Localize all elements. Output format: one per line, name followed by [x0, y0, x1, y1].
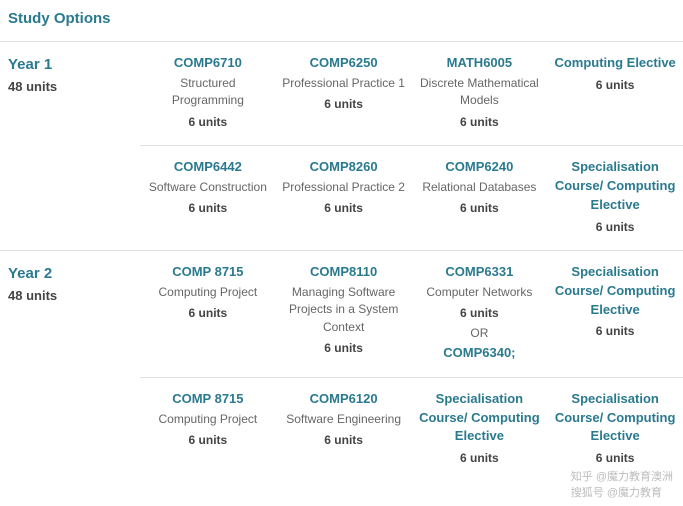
course-or: OR — [418, 325, 542, 342]
course-units: 6 units — [418, 114, 542, 131]
course-code[interactable]: Specialisation Course/ Computing Electiv… — [553, 158, 677, 215]
course-code[interactable]: COMP 8715 — [146, 263, 270, 282]
course-units: 6 units — [146, 432, 270, 449]
course-code[interactable]: COMP6710 — [146, 54, 270, 73]
semester-row: COMP6442Software Construction6 unitsCOMP… — [140, 145, 683, 250]
course-units: 6 units — [418, 200, 542, 217]
course-name: Software Engineering — [282, 411, 406, 428]
course-code[interactable]: Specialisation Course/ Computing Electiv… — [418, 390, 542, 447]
course-code[interactable]: COMP8260 — [282, 158, 406, 177]
year-label: Year 1 48 units — [0, 41, 140, 250]
year-block: Year 1 48 units COMP6710 Structured Program… — [0, 41, 683, 250]
course-code[interactable]: Computing Elective — [553, 54, 677, 73]
course-code[interactable]: COMP6442 — [146, 158, 270, 177]
course-cell: Specialisation Course/ Computing Electiv… — [412, 378, 548, 482]
course-name: Professional Practice 2 — [282, 179, 406, 196]
course-name: Software Construction — [146, 179, 270, 196]
semester-row: COMP 8715Computing Project6 unitsCOMP811… — [140, 250, 683, 377]
course-units: 6 units — [146, 305, 270, 322]
year-block: Year 2 48 units COMP 8715 Computing Project… — [0, 250, 683, 482]
course-cell: COMP6710 Structured Programming 6 units — [140, 42, 276, 145]
course-units: 6 units — [282, 340, 406, 357]
course-cell: COMP6240 Relational Databases 6 units — [412, 146, 548, 250]
course-cell: Specialisation Course/ Computing Electiv… — [547, 251, 683, 377]
course-code[interactable]: COMP6240 — [418, 158, 542, 177]
year-units: 48 units — [8, 79, 132, 94]
course-units: 6 units — [418, 450, 542, 467]
course-units: 6 units — [282, 96, 406, 113]
course-name: Relational Databases — [418, 179, 542, 196]
course-code[interactable]: Specialisation Course/ Computing Electiv… — [553, 263, 677, 320]
course-name: Discrete Mathematical Models — [418, 75, 542, 110]
course-name: Computing Project — [146, 284, 270, 301]
course-code[interactable]: COMP8110 — [282, 263, 406, 282]
course-units: 6 units — [146, 200, 270, 217]
semester-row: COMP6710Structured Programming6 unitsCOM… — [140, 41, 683, 145]
course-cell: Specialisation Course/ Computing Electiv… — [547, 378, 683, 482]
course-cell: Computing Elective 6 units — [547, 42, 683, 145]
course-units: 6 units — [146, 114, 270, 131]
course-code[interactable]: COMP 8715 — [146, 390, 270, 409]
course-code[interactable]: Specialisation Course/ Computing Electiv… — [553, 390, 677, 447]
page-title: Study Options — [0, 0, 683, 41]
course-cell: COMP6250 Professional Practice 1 6 units — [276, 42, 412, 145]
course-code[interactable]: COMP6331 — [418, 263, 542, 282]
course-name: Computing Project — [146, 411, 270, 428]
course-code[interactable]: MATH6005 — [418, 54, 542, 73]
course-code[interactable]: COMP6250 — [282, 54, 406, 73]
course-units: 6 units — [553, 77, 677, 94]
year-title: Year 1 — [8, 54, 132, 75]
semesters: COMP6710Structured Programming6 unitsCOM… — [140, 41, 683, 250]
course-cell: COMP6120 Software Engineering 6 units — [276, 378, 412, 482]
course-units: 6 units — [418, 305, 542, 322]
course-name: Structured Programming — [146, 75, 270, 110]
course-cell: MATH6005 Discrete Mathematical Models 6 un… — [412, 42, 548, 145]
year-units: 48 units — [8, 288, 132, 303]
watermark-line2: 搜狐号 @魔力教育 — [571, 484, 673, 500]
course-cell: COMP6442 Software Construction 6 units — [140, 146, 276, 250]
course-cell: COMP 8715 Computing Project 6 units — [140, 378, 276, 482]
course-name: Managing Software Projects in a System C… — [282, 284, 406, 336]
course-cell: COMP 8715 Computing Project 6 units — [140, 251, 276, 377]
course-cell: COMP6331 Computer Networks 6 units OR COMP63… — [412, 251, 548, 377]
course-name: Professional Practice 1 — [282, 75, 406, 92]
course-alt-code[interactable]: COMP6340; — [418, 344, 542, 363]
year-title: Year 2 — [8, 263, 132, 284]
course-units: 6 units — [553, 323, 677, 340]
course-units: 6 units — [282, 200, 406, 217]
course-cell: COMP8260 Professional Practice 2 6 units — [276, 146, 412, 250]
course-units: 6 units — [553, 450, 677, 467]
course-cell: Specialisation Course/ Computing Electiv… — [547, 146, 683, 250]
course-code[interactable]: COMP6120 — [282, 390, 406, 409]
course-name: Computer Networks — [418, 284, 542, 301]
year-label: Year 2 48 units — [0, 250, 140, 482]
course-units: 6 units — [553, 219, 677, 236]
years-container: Year 1 48 units COMP6710 Structured Program… — [0, 41, 683, 482]
course-cell: COMP8110 Managing Software Projects in a … — [276, 251, 412, 377]
semester-row: COMP 8715Computing Project6 unitsCOMP612… — [140, 377, 683, 482]
semesters: COMP 8715Computing Project6 unitsCOMP811… — [140, 250, 683, 482]
course-units: 6 units — [282, 432, 406, 449]
